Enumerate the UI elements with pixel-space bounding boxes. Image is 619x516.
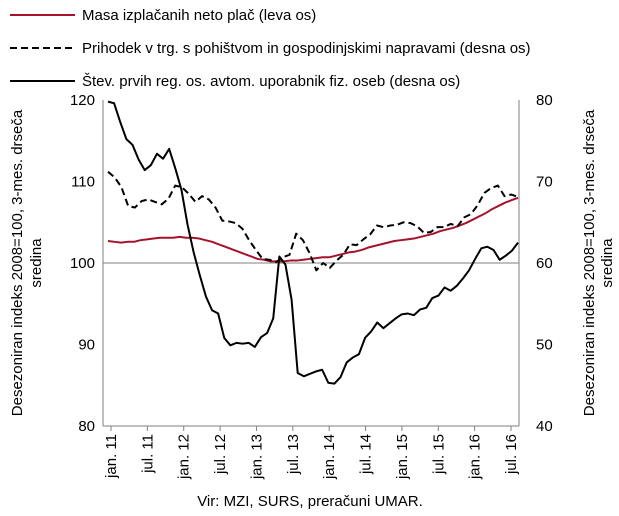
right-tick-label: 60 [536, 255, 553, 272]
right-axis-title-line2: sredina [599, 238, 616, 288]
x-tick-label: jul. 13 [285, 434, 302, 475]
right-tick-label: 40 [536, 418, 553, 435]
left-tick-label: 90 [78, 337, 95, 354]
legend-label-furniture: Prihodek v trg. s pohištvom in gospodinj… [82, 40, 531, 57]
x-tick-label: jan. 16 [467, 434, 484, 480]
x-tick-label: jan. 15 [394, 434, 411, 480]
right-axis-title-line1: Desezoniran indeks 2008=100, 3-mes. drse… [581, 109, 598, 416]
x-tick-label: jan. 11 [103, 434, 120, 479]
series-lines [107, 100, 519, 385]
left-axis-title-line1: Desezoniran indeks 2008=100, 3-mes. drse… [9, 109, 26, 416]
series-line-cars [107, 100, 519, 385]
left-axis-ticks: 80 90 100 110 120 [70, 92, 95, 435]
right-tick-label: 80 [536, 92, 553, 109]
legend: Masa izplačanih neto plač (leva os) Prih… [10, 7, 531, 90]
left-axis-title-line2: sredina [28, 238, 45, 288]
left-tick-label: 110 [71, 174, 95, 191]
x-tick-label: jul. 16 [503, 434, 520, 475]
x-tick-label: jan. 14 [321, 434, 338, 480]
left-tick-label: 80 [78, 418, 95, 435]
left-tick-label: 120 [70, 92, 95, 109]
legend-label-cars: Štev. prvih reg. os. avtom. uporabnik fi… [82, 73, 460, 90]
x-tick-label: jan. 13 [248, 434, 265, 480]
plot-area [102, 100, 520, 427]
x-tick-label: jul. 14 [358, 434, 375, 475]
x-axis-ticks: jan. 11 jul. 11 jan. 12 jul. 12 jan. 13 jul. … [103, 426, 520, 480]
x-tick-label: jul. 11 [139, 434, 156, 474]
right-tick-label: 50 [536, 337, 553, 354]
right-tick-label: 70 [536, 174, 553, 191]
left-tick-label: 100 [70, 255, 95, 272]
x-tick-label: jan. 12 [176, 434, 193, 480]
series-line-furniture [107, 170, 519, 272]
x-tick-label: jul. 15 [430, 434, 447, 475]
x-tick-label: jul. 12 [212, 434, 229, 475]
legend-label-wages: Masa izplačanih neto plač (leva os) [82, 7, 316, 24]
source-note: Vir: MZI, SURS, preračuni UMAR. [197, 493, 423, 510]
right-axis-ticks: 40 50 60 70 80 [536, 92, 553, 435]
series-line-wages [107, 196, 519, 263]
